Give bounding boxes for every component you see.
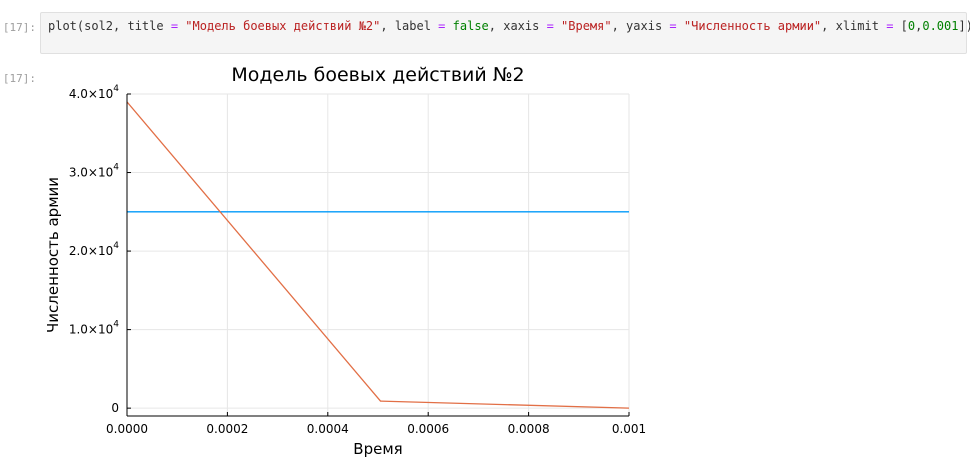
- code-token: ]): [958, 19, 970, 33]
- y-tick-exponent: 4: [113, 84, 119, 94]
- y-tick-label: 4.0×104: [69, 84, 119, 101]
- code-token: plot(sol2, title: [48, 19, 171, 33]
- code-token: [554, 19, 561, 33]
- code-token: , xlimit: [821, 19, 887, 33]
- y-tick-label: 0: [111, 401, 119, 415]
- code-token: [: [893, 19, 908, 33]
- y-tick-label: 2.0×104: [69, 241, 119, 258]
- code-token: [677, 19, 684, 33]
- output-prompt: [17]:: [2, 72, 36, 85]
- code-token: =: [170, 19, 179, 33]
- code-token: "Модель боевых действий №2": [185, 19, 381, 33]
- y-tick-label: 1.0×104: [69, 320, 119, 337]
- axes: [126, 93, 630, 417]
- x-tick-label: 0.0004: [307, 422, 349, 436]
- series-lines: [126, 101, 630, 409]
- code-line[interactable]: plot(sol2, title = "Модель боевых действ…: [48, 17, 970, 35]
- code-token: , label: [380, 19, 439, 33]
- y-tick-exponent: 4: [113, 320, 119, 330]
- x-tick-labels: 0.0000 0.0002 0.0004 0.0006 0.0008 0.001: [106, 422, 646, 436]
- y-tick-mantissa: 3.0×10: [69, 166, 113, 180]
- y-axis-label: Численность армии: [44, 177, 62, 333]
- code-token: =: [669, 19, 677, 33]
- code-token: =: [546, 19, 554, 33]
- y-tick-mantissa: 0: [111, 401, 119, 415]
- code-editor[interactable]: plot(sol2, title = "Модель боевых действ…: [40, 12, 970, 54]
- code-token: [445, 19, 452, 33]
- grid-lines: [126, 93, 630, 416]
- x-tick-label: 0.0008: [508, 422, 550, 436]
- chart-title: Модель боевых действий №2: [231, 64, 524, 86]
- code-token: ,: [915, 19, 923, 33]
- y-tick-mantissa: 2.0×10: [69, 244, 113, 258]
- cell-output: [17]: 0.0000 0.0002 0.0004 0.0006 0.0008 0.00…: [0, 58, 970, 464]
- code-token: 0: [907, 19, 916, 33]
- code-token: false: [452, 19, 489, 33]
- y-tick-exponent: 4: [113, 241, 119, 251]
- x-tick-label: 0.001: [612, 422, 646, 436]
- code-token: =: [886, 19, 894, 33]
- code-token: "Численность армии": [683, 19, 822, 33]
- x-axis-label: Время: [353, 440, 402, 458]
- y-tick-label: 3.0×104: [69, 163, 119, 180]
- code-token: 0.001: [922, 19, 959, 33]
- code-token: , xaxis: [488, 19, 547, 33]
- code-token: , yaxis: [611, 19, 670, 33]
- line-chart: 0.0000 0.0002 0.0004 0.0006 0.0008 0.001 0 1.0…: [44, 64, 646, 458]
- code-token: =: [438, 19, 446, 33]
- input-prompt: [17]:: [2, 21, 36, 34]
- x-tick-label: 0.0002: [206, 422, 248, 436]
- x-tick-label: 0.0006: [407, 422, 449, 436]
- y-tick-exponent: 4: [113, 163, 119, 173]
- code-token: "Время": [561, 19, 612, 33]
- series-line-2: [126, 101, 630, 409]
- y-tick-mantissa: 4.0×10: [69, 87, 113, 101]
- x-tick-label: 0.0000: [106, 422, 148, 436]
- y-tick-mantissa: 1.0×10: [69, 323, 113, 337]
- code-cell[interactable]: [17]: plot(sol2, title = "Модель боевых …: [0, 0, 970, 58]
